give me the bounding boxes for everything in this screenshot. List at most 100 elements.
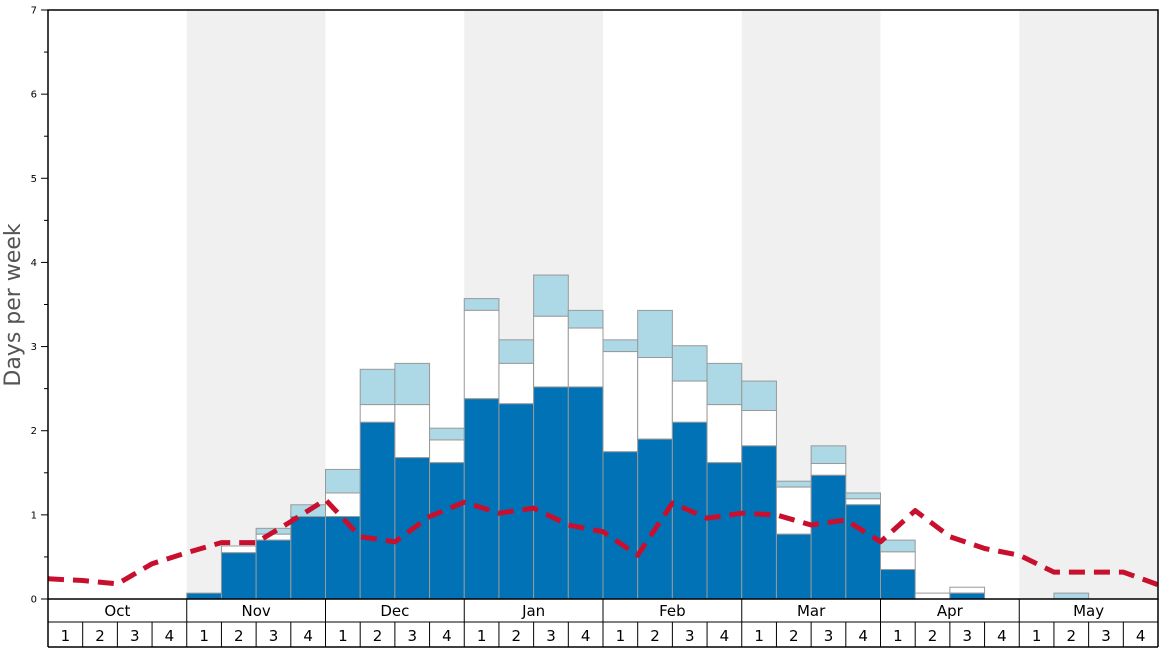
bar-dark (533, 386, 569, 600)
week-label: 4 (1136, 627, 1146, 645)
bar-mid (498, 362, 535, 405)
week-label: 1 (338, 627, 348, 645)
week-label: 2 (1067, 627, 1077, 645)
bar-mid (810, 463, 847, 476)
bar-dark (290, 516, 326, 600)
bar-light (810, 445, 847, 465)
bar-mid (775, 486, 812, 535)
week-label: 1 (477, 627, 487, 645)
bar-light (394, 362, 431, 406)
bar-dark (567, 386, 604, 600)
bar-dark (810, 474, 847, 600)
bar-dark (637, 438, 673, 600)
bar-mid (880, 551, 916, 571)
bar-mid (637, 357, 673, 440)
bar-mid (741, 410, 777, 447)
bar-mid (359, 404, 396, 423)
bar-mid (533, 315, 569, 388)
bar-light (637, 309, 673, 359)
month-label-mar: Mar (797, 602, 826, 620)
week-label: 3 (1101, 627, 1111, 645)
week-label: 3 (269, 627, 279, 645)
week-label: 3 (685, 627, 695, 645)
average-line-path (47, 497, 1159, 588)
bar-mid (255, 533, 292, 541)
bar-dark (741, 445, 777, 600)
bar-mid (671, 380, 708, 423)
y-tick-label: 7 (31, 6, 37, 17)
bar-light (671, 345, 708, 382)
week-label: 4 (165, 627, 175, 645)
bar-mid (845, 498, 881, 506)
bar-light (359, 368, 396, 406)
y-axis-label: Days per week (1, 223, 26, 386)
bar-dark (359, 421, 396, 600)
month-label-dec: Dec (380, 602, 409, 620)
week-label: 1 (893, 627, 903, 645)
week-label: 4 (858, 627, 868, 645)
week-label: 1 (199, 627, 209, 645)
bar-light (533, 274, 569, 317)
bar-light (706, 362, 743, 406)
month-label-feb: Feb (659, 602, 686, 620)
x-axis: Oct 1 2 3 4 Nov 1 2 3 4 Dec 1 2 3 4 Jan 1 2 3 4 Feb 1 2 3 4 Mar 1 2… (47, 599, 1159, 648)
y-tick-label: 5 (31, 174, 37, 185)
week-label: 4 (720, 627, 730, 645)
bar-dark (845, 504, 881, 600)
y-axis: 0 1 2 3 4 5 6 7 (31, 6, 1159, 606)
bar-light (498, 339, 535, 364)
bar-dark (220, 552, 257, 600)
week-label: 3 (824, 627, 834, 645)
week-label: 4 (997, 627, 1007, 645)
week-label: 1 (754, 627, 764, 645)
bar-light (325, 468, 361, 494)
bar-mid (602, 351, 639, 453)
week-label: 3 (407, 627, 417, 645)
bar-light (845, 492, 881, 500)
bar-light (429, 427, 465, 441)
bar-mid (706, 404, 743, 464)
bar-dark (949, 592, 986, 600)
month-label-apr: Apr (937, 602, 964, 620)
bar-dark (775, 533, 812, 600)
week-label: 1 (1032, 627, 1042, 645)
week-label: 4 (581, 627, 591, 645)
week-label: 2 (928, 627, 938, 645)
bar-mid (567, 327, 604, 388)
bar-light (741, 380, 777, 412)
month-label-may: May (1073, 602, 1104, 620)
bar-dark (602, 451, 639, 600)
week-label: 3 (546, 627, 556, 645)
week-label: 2 (95, 627, 105, 645)
bar-light (775, 480, 812, 488)
month-label-jan: Jan (521, 602, 545, 620)
week-label: 2 (789, 627, 799, 645)
bar-dark (498, 403, 535, 600)
week-label: 2 (234, 627, 244, 645)
y-tick-label: 3 (31, 342, 37, 353)
week-label: 2 (650, 627, 660, 645)
bar-light (602, 339, 639, 353)
y-tick-label: 2 (31, 426, 37, 437)
bar-light (567, 309, 604, 329)
bar-light (880, 539, 916, 553)
bar-mid (914, 592, 951, 600)
bar-mid (463, 309, 500, 400)
week-label: 2 (373, 627, 383, 645)
y-tick-label: 4 (31, 258, 37, 269)
bar-light (1053, 592, 1090, 600)
y-tick-label: 0 (31, 595, 37, 606)
bar-dark (463, 398, 500, 600)
month-shade-nov (186, 10, 326, 599)
bar-dark (880, 569, 916, 600)
average-line (47, 497, 1159, 588)
bar-dark (429, 462, 465, 600)
bars (186, 274, 1090, 600)
week-label: 4 (303, 627, 313, 645)
y-tick-label: 6 (31, 90, 37, 101)
month-label-nov: Nov (241, 602, 270, 620)
week-label: 3 (130, 627, 140, 645)
week-label: 4 (442, 627, 452, 645)
bar-mid (220, 545, 257, 554)
